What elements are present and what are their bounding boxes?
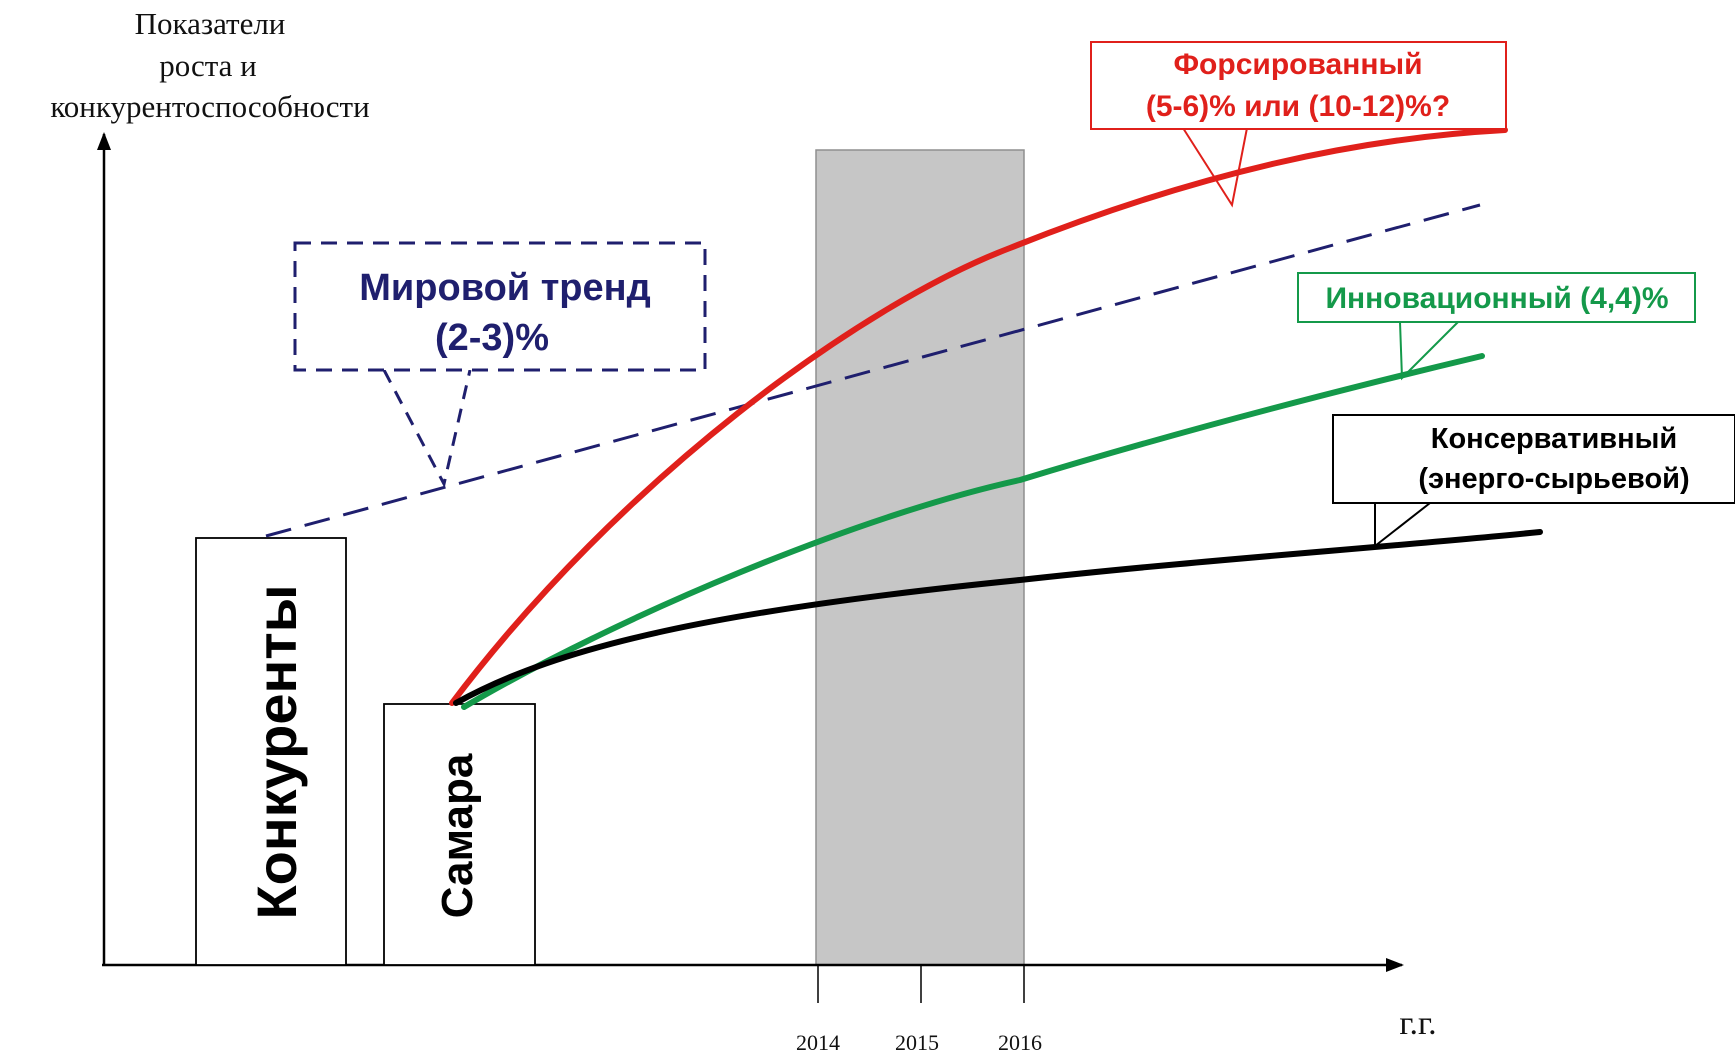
y-axis-label: Показатели роста и конкурентоспособности: [50, 6, 369, 124]
series-conservative-label-line-1: Консервативный: [1431, 423, 1677, 455]
series-world-trend-label-line-1: Мировой тренд: [359, 267, 650, 309]
series-conservative-pointer: [1374, 502, 1431, 549]
bar-samara: Самара: [383, 703, 536, 966]
x-tick-label-2014: 2014: [796, 1030, 840, 1055]
bar-competitors: Конкуренты: [195, 537, 347, 966]
y-axis-label-line-3: конкурентоспособности: [50, 89, 369, 124]
series-world-trend-label-line-2: (2-3)%: [435, 317, 549, 359]
series-world-trend-line: [265, 203, 1481, 538]
series-conservative-label-box: [1332, 414, 1735, 504]
series-forced: Форсированный (5-6)% или (10-12)%?: [449, 41, 1508, 706]
series-forced-pointer: [1182, 127, 1248, 208]
series-innovation-label-line-1: Инновационный (4,4)%: [1325, 282, 1668, 315]
series-world-trend-pointer: [382, 369, 472, 489]
series-forced-label-box: [1090, 41, 1507, 130]
series-forced-label-line-2: (5-6)% или (10-12)%?: [1146, 90, 1450, 123]
series-forced-line: [449, 127, 1508, 706]
y-axis-label-line-2: роста и: [159, 48, 257, 83]
y-axis-label-line-1: Показатели: [135, 6, 286, 41]
x-tick-label-2015: 2015: [895, 1030, 939, 1055]
series-innovation-pointer: [1399, 321, 1459, 381]
series-innovation-line: [461, 353, 1485, 710]
series-innovation-label-box: [1297, 272, 1696, 323]
bar-samara-label: Самара: [433, 753, 482, 918]
x-ticks: 2014 2015 2016: [796, 965, 1042, 1055]
series-world-trend-label-box: [293, 241, 707, 372]
series-world-trend: Мировой тренд (2-3)%: [265, 203, 1481, 538]
series-innovation: Инновационный (4,4)%: [461, 272, 1696, 710]
series-conservative-label-line-2: (энерго-сырьевой): [1418, 463, 1689, 495]
highlight-period-band: [815, 149, 1025, 966]
bar-competitors-label: Конкуренты: [245, 584, 308, 919]
bar-competitors-rect: [195, 537, 347, 966]
x-tick-label-2016: 2016: [998, 1030, 1042, 1055]
series-conservative: Консервативный (энерго-сырьевой): [453, 414, 1735, 706]
bar-samara-rect: [383, 703, 536, 966]
x-axis-label: г.г.: [1399, 1005, 1436, 1042]
series-forced-label-line-1: Форсированный: [1173, 48, 1422, 81]
